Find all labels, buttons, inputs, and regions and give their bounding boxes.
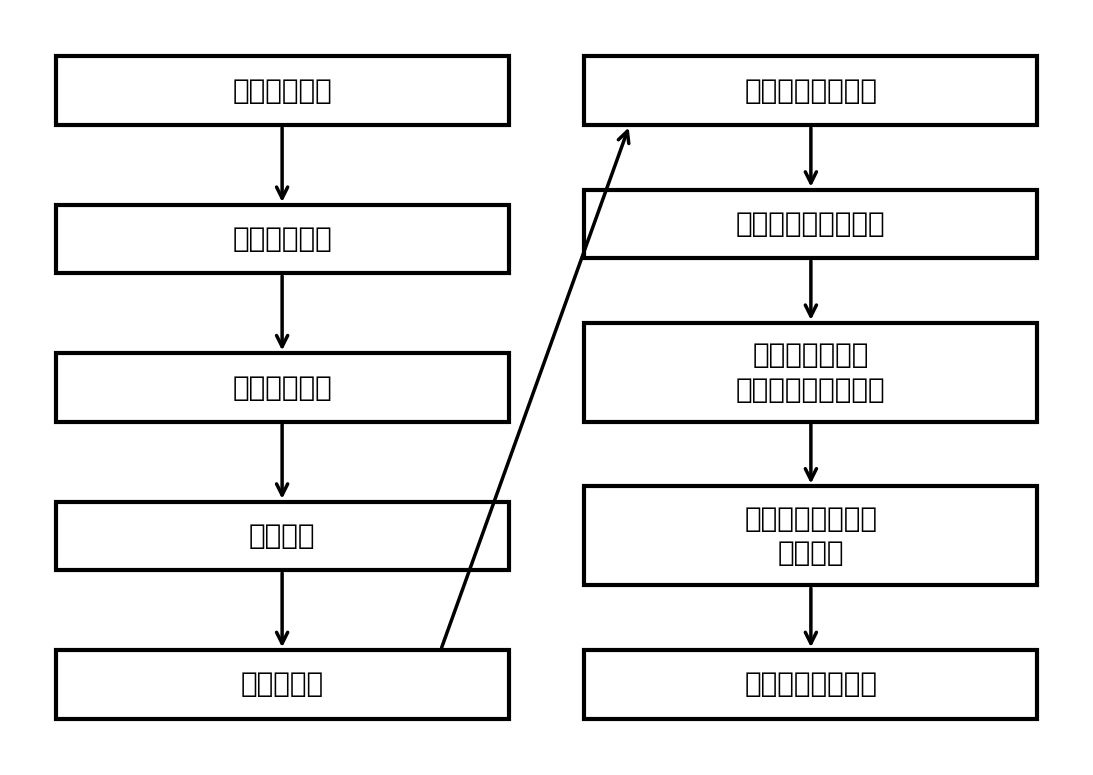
FancyBboxPatch shape — [56, 650, 508, 718]
Text: 对计算结果进行处理: 对计算结果进行处理 — [736, 210, 885, 238]
FancyBboxPatch shape — [56, 353, 508, 422]
Text: 使用数学软件对
处理后数据进行拟合: 使用数学软件对 处理后数据进行拟合 — [736, 341, 885, 404]
Text: 实现新型公式构建: 实现新型公式构建 — [744, 670, 878, 698]
FancyBboxPatch shape — [56, 501, 508, 570]
Text: 确定修正公式中各
部分系数: 确定修正公式中各 部分系数 — [744, 505, 878, 567]
Text: 获取仿真计算结果: 获取仿真计算结果 — [744, 77, 878, 105]
FancyBboxPatch shape — [585, 487, 1037, 585]
FancyBboxPatch shape — [585, 323, 1037, 422]
FancyBboxPatch shape — [585, 57, 1037, 125]
FancyBboxPatch shape — [56, 205, 508, 274]
Text: 构建三维模型: 构建三维模型 — [232, 374, 332, 401]
Text: 设计仿真实验: 设计仿真实验 — [232, 77, 332, 105]
Text: 确定计算案例: 确定计算案例 — [232, 225, 332, 253]
Text: 划分网格: 划分网格 — [249, 522, 316, 550]
Text: 设置求解器: 设置求解器 — [240, 670, 324, 698]
FancyBboxPatch shape — [56, 57, 508, 125]
FancyBboxPatch shape — [585, 190, 1037, 258]
FancyBboxPatch shape — [585, 650, 1037, 718]
